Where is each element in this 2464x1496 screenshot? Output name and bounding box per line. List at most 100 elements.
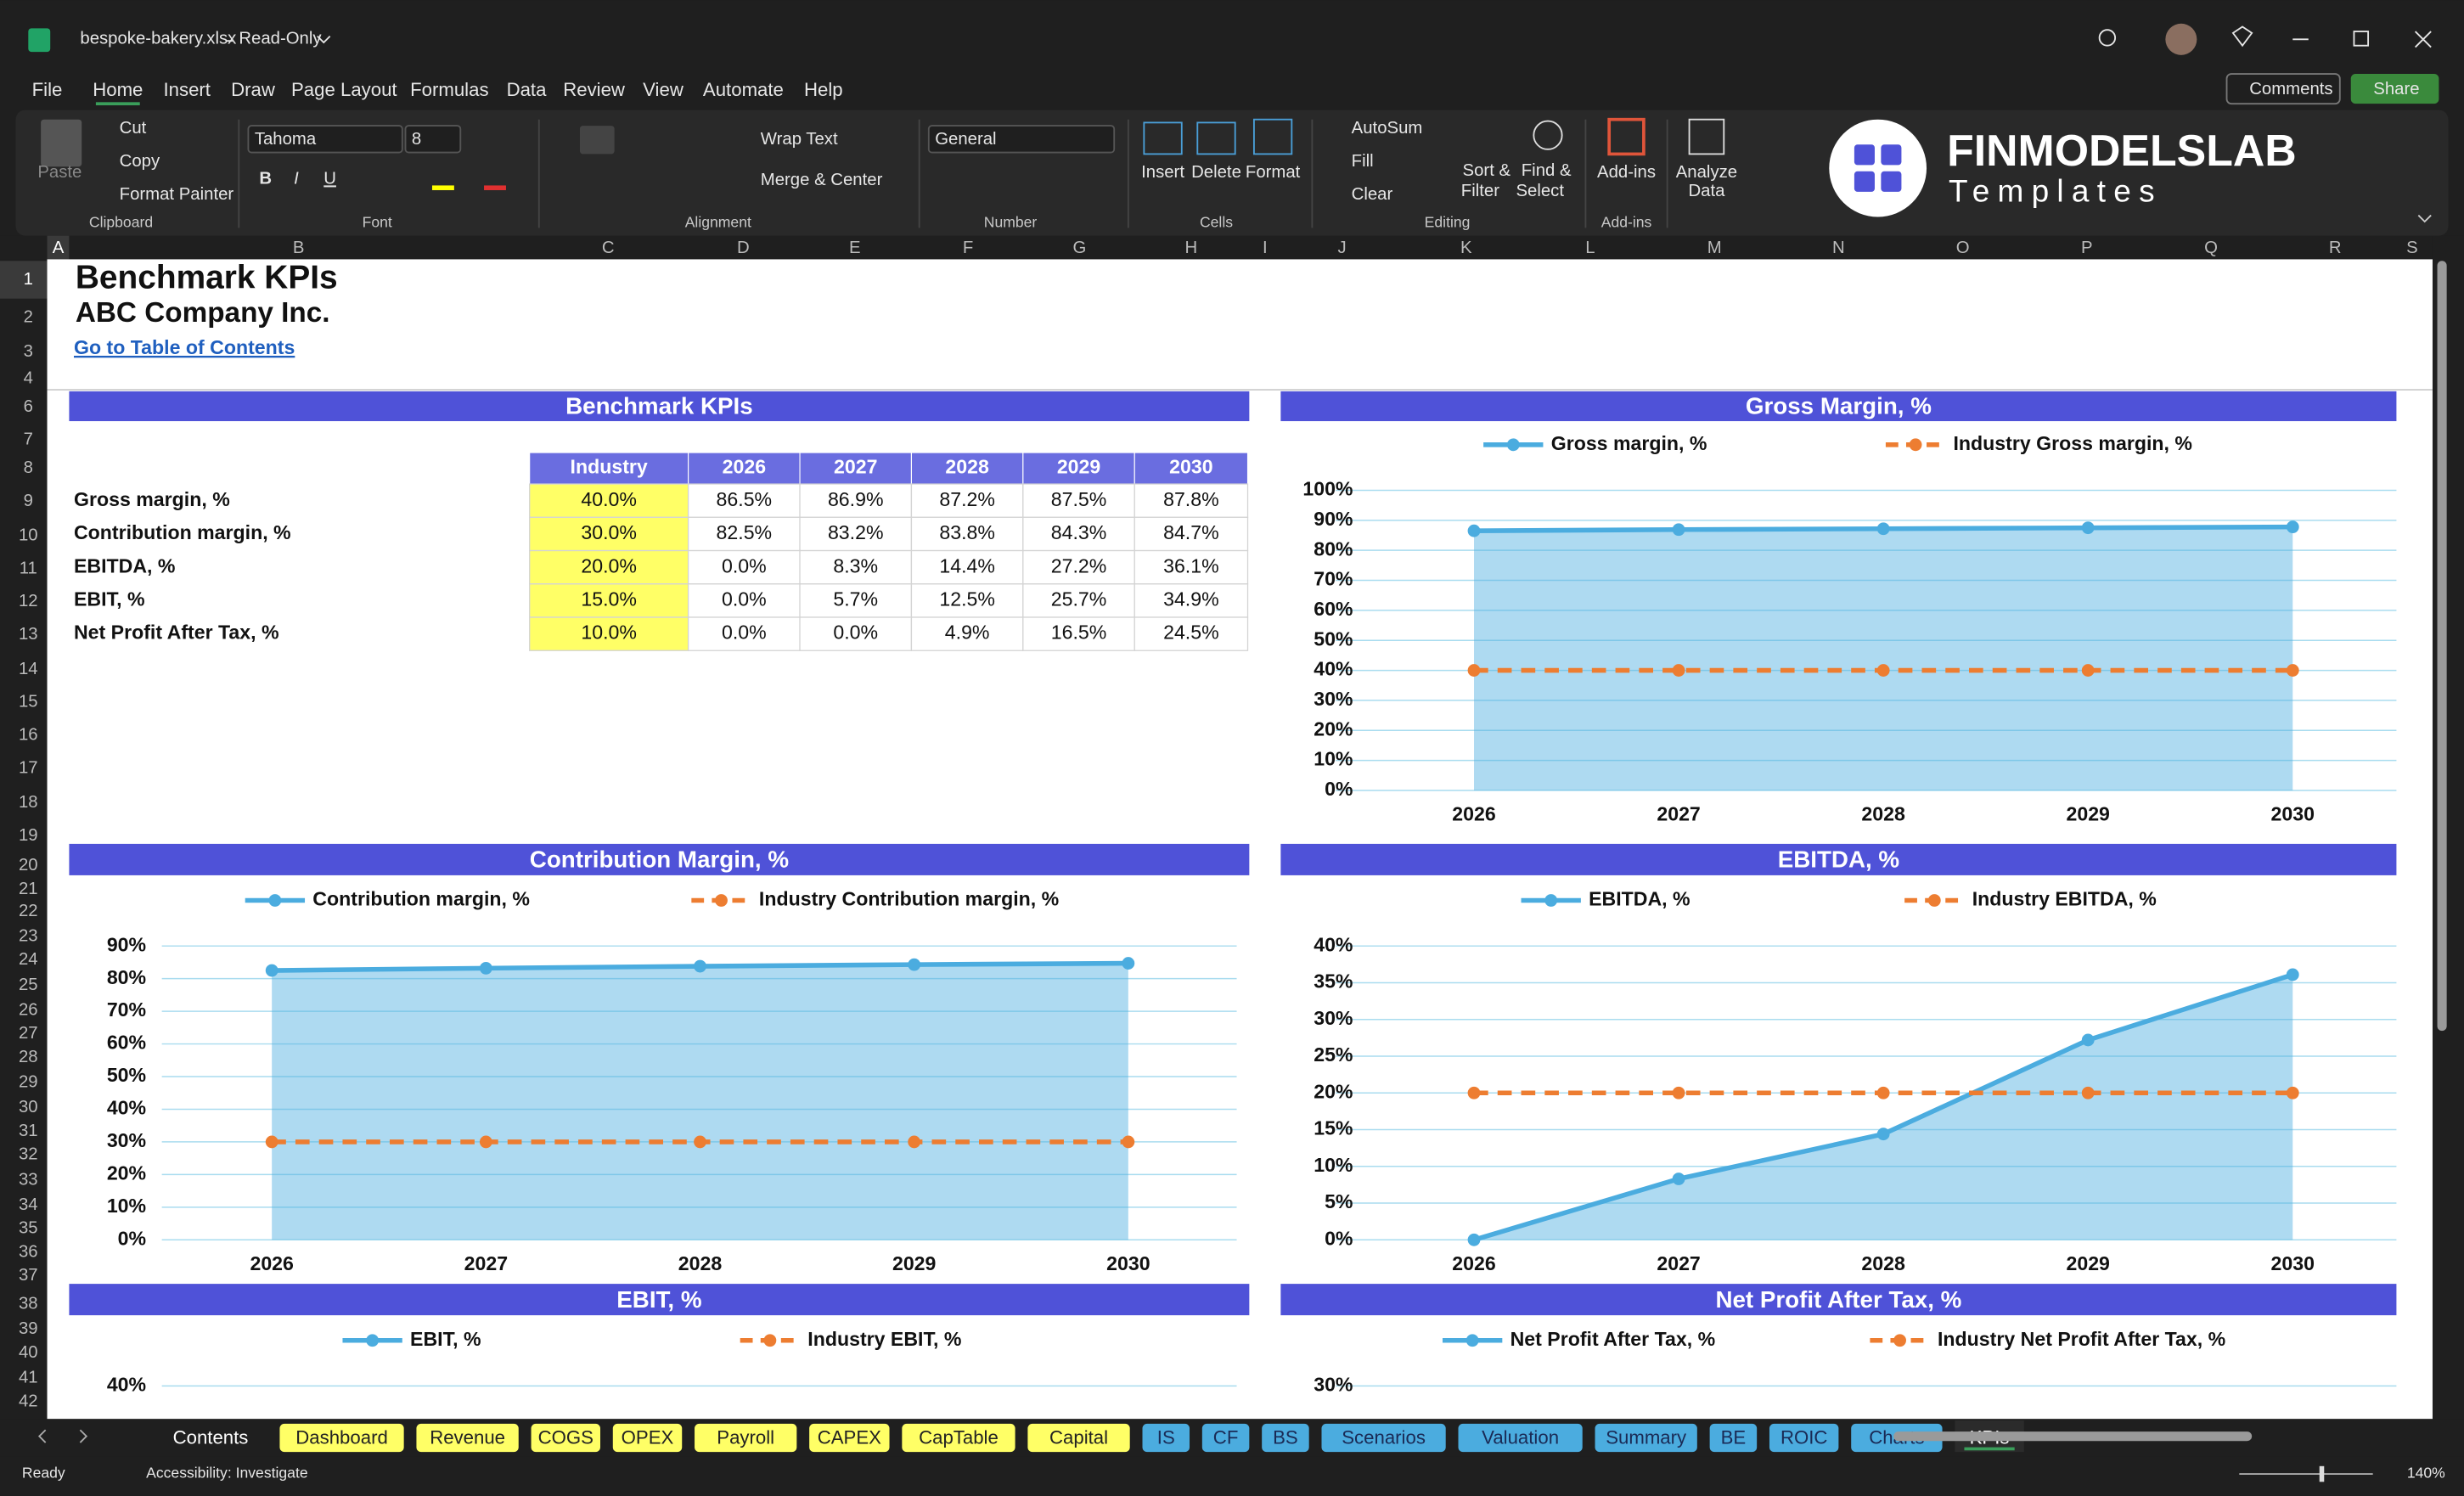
format-painter[interactable]: Format Painter: [120, 185, 234, 204]
sheet-tab-label[interactable]: OPEX: [622, 1426, 674, 1448]
sheet-tab-label[interactable]: CAPEX: [818, 1426, 881, 1448]
copy[interactable]: Copy: [120, 152, 160, 171]
sheet-tab-label[interactable]: CF: [1213, 1426, 1239, 1448]
premium-icon[interactable]: [2231, 25, 2253, 48]
addins[interactable]: Add-ins: [1597, 163, 1656, 182]
read-only[interactable]: Read-Only: [239, 30, 322, 48]
close[interactable]: [2414, 31, 2432, 48]
menu-item[interactable]: Automate: [703, 79, 784, 100]
share-label[interactable]: Share: [2373, 80, 2419, 98]
autosum[interactable]: AutoSum: [1352, 119, 1423, 138]
menu-item[interactable]: Draw: [231, 79, 276, 100]
merge-center[interactable]: Merge & Center: [761, 171, 883, 189]
sheet-tab[interactable]: [416, 1423, 519, 1453]
sheet-tab[interactable]: [902, 1423, 1015, 1453]
sheet-tab[interactable]: [809, 1423, 890, 1453]
analyze-icon[interactable]: [1688, 118, 1725, 155]
sheet-tab[interactable]: [279, 1423, 404, 1453]
sheet-tab-label[interactable]: Summary: [1606, 1426, 1687, 1448]
horizontal-scroll-thumb[interactable]: [1893, 1431, 2253, 1442]
avatar[interactable]: [2165, 23, 2197, 55]
sheet-tab-label[interactable]: Revenue: [430, 1426, 505, 1448]
font-name[interactable]: Tahoma: [255, 130, 317, 149]
sheet-tab[interactable]: [1142, 1423, 1190, 1453]
paste[interactable]: Paste: [37, 163, 82, 182]
sheet-tab[interactable]: [1027, 1423, 1130, 1453]
menu-item[interactable]: Help: [804, 79, 843, 100]
clear[interactable]: Clear: [1352, 185, 1393, 204]
find-select[interactable]: Find &: [1522, 161, 1572, 180]
find-icon[interactable]: [1533, 120, 1563, 150]
menu-item[interactable]: Insert: [163, 79, 210, 100]
font-size[interactable]: 8: [412, 130, 421, 149]
sheet-tab[interactable]: [1769, 1423, 1839, 1453]
number-format[interactable]: General: [935, 130, 996, 149]
insert[interactable]: Insert: [1141, 163, 1184, 182]
sheet-tab-label[interactable]: IS: [1157, 1426, 1175, 1448]
sort-filter[interactable]: Sort &: [1463, 161, 1511, 180]
format-icon[interactable]: [1252, 118, 1293, 155]
sheet-tab-label[interactable]: ROIC: [1780, 1426, 1827, 1448]
sheet-tab-label[interactable]: Dashboard: [295, 1426, 388, 1448]
comments-label[interactable]: Comments: [2249, 80, 2332, 98]
italic-icon[interactable]: I: [294, 169, 299, 188]
sort-filter[interactable]: Filter: [1461, 182, 1499, 200]
sheet-tab-label[interactable]: COGS: [538, 1426, 593, 1448]
sheet-tab[interactable]: [1458, 1423, 1583, 1453]
sheet-tab-label[interactable]: Contents: [173, 1426, 249, 1448]
font-box[interactable]: [247, 125, 403, 154]
sheet-tab[interactable]: [1595, 1423, 1697, 1453]
analyze-data[interactable]: Data: [1688, 182, 1725, 200]
zoom-level[interactable]: 140%: [2407, 1465, 2445, 1482]
find-select[interactable]: Select: [1516, 182, 1564, 200]
sheet-tab-label[interactable]: Capital: [1049, 1426, 1108, 1448]
collapse-ribbon[interactable]: [2417, 214, 2432, 223]
sheet-tab-label[interactable]: Valuation: [1482, 1426, 1559, 1448]
menu-item[interactable]: Review: [563, 79, 626, 100]
delete[interactable]: Delete: [1191, 163, 1241, 182]
sheet-tab[interactable]: [1262, 1423, 1309, 1453]
cut[interactable]: Cut: [120, 119, 147, 138]
sheet-tab[interactable]: [1201, 1423, 1250, 1453]
search-icon[interactable]: [2098, 29, 2117, 47]
sheet-tab-label[interactable]: Payroll: [717, 1426, 774, 1448]
highlight-color[interactable]: [431, 185, 454, 190]
scroll-thumb[interactable]: [2437, 261, 2447, 1032]
toc-link[interactable]: Go to Table of Contents: [74, 336, 295, 358]
insert-icon[interactable]: [1143, 121, 1183, 155]
sheet-tab[interactable]: [612, 1423, 683, 1453]
menu-item[interactable]: Page Layout: [291, 79, 397, 100]
comments-button[interactable]: [2225, 73, 2341, 105]
font-color[interactable]: [484, 185, 506, 190]
bold-icon[interactable]: B: [259, 169, 272, 188]
underline-icon[interactable]: U: [323, 169, 336, 188]
menu-item[interactable]: View: [643, 79, 684, 100]
tab-nav[interactable]: [37, 1429, 88, 1443]
align-middle[interactable]: [579, 126, 615, 155]
menu-item[interactable]: File: [32, 79, 63, 100]
vertical-scrollbar[interactable]: [2432, 235, 2464, 1420]
sheet-tab-label[interactable]: BS: [1273, 1426, 1298, 1448]
fill[interactable]: Fill: [1352, 152, 1374, 171]
wrap-text[interactable]: Wrap Text: [761, 130, 838, 149]
restore[interactable]: [2353, 31, 2370, 47]
sheet-tab[interactable]: [1321, 1423, 1446, 1453]
share-button[interactable]: [2350, 74, 2439, 104]
zoom-thumb[interactable]: [2319, 1465, 2325, 1482]
sheet-tab-label[interactable]: CapTable: [919, 1426, 999, 1448]
menu-item[interactable]: Home: [93, 79, 143, 100]
addins-icon[interactable]: [1607, 117, 1645, 156]
format[interactable]: Format: [1246, 163, 1301, 182]
paste-icon[interactable]: [41, 119, 82, 167]
accessibility[interactable]: Accessibility: Investigate: [146, 1465, 308, 1482]
sheet-tab[interactable]: [1709, 1423, 1758, 1453]
analyze-data[interactable]: Analyze: [1676, 163, 1737, 182]
sheet-tab[interactable]: [695, 1423, 797, 1453]
sheet-tab-label[interactable]: Scenarios: [1342, 1426, 1426, 1448]
menu-item[interactable]: Formulas: [410, 79, 488, 100]
menu-item[interactable]: Data: [507, 79, 548, 100]
delete-icon[interactable]: [1196, 121, 1236, 155]
number-format-box[interactable]: [927, 125, 1116, 154]
sheet-tab-label[interactable]: BE: [1721, 1426, 1747, 1448]
sheet-tab[interactable]: [531, 1423, 600, 1453]
